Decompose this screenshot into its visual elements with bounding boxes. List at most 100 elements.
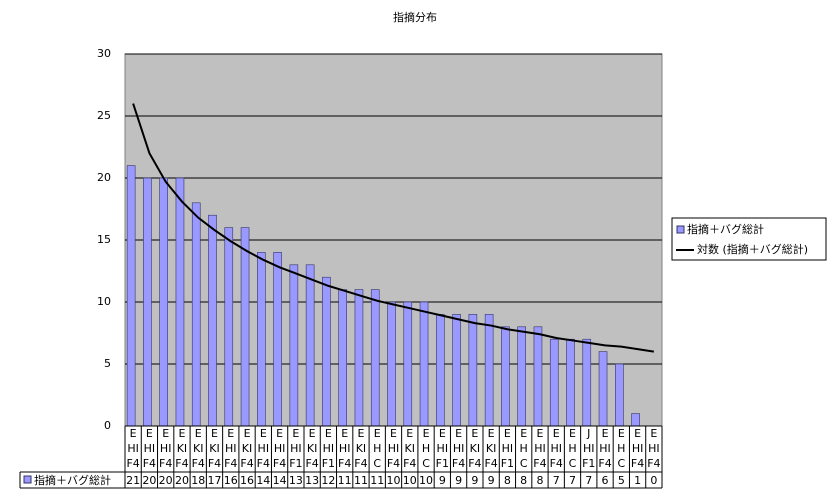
- x-tick-label: F4: [647, 457, 660, 470]
- x-tick-label: F4: [533, 457, 546, 470]
- bar: [175, 177, 185, 427]
- x-tick-label: KI: [486, 442, 496, 455]
- x-tick-label: F1: [289, 457, 302, 470]
- x-tick-label: E: [618, 427, 625, 440]
- legend: [671, 217, 827, 261]
- x-tick-label: HI: [323, 442, 335, 455]
- legend-label: 対数 (指摘＋バグ総計): [697, 242, 808, 256]
- bar: [354, 289, 364, 427]
- table-value: 17: [208, 474, 222, 487]
- table-value: 7: [585, 474, 592, 487]
- x-tick-label: HI: [388, 442, 400, 455]
- table-value: 20: [175, 474, 189, 487]
- x-tick-label: F4: [273, 457, 286, 470]
- x-tick-label: C: [422, 457, 430, 470]
- x-tick-label: C: [569, 457, 577, 470]
- y-tick-label: 5: [104, 357, 111, 370]
- x-tick-label: HI: [550, 442, 562, 455]
- x-tick-label: HI: [632, 442, 644, 455]
- bar: [566, 338, 575, 427]
- x-tick-label: KI: [209, 442, 219, 455]
- table-value: 18: [191, 474, 205, 487]
- x-tick-label: J: [586, 427, 590, 440]
- x-tick-label: E: [569, 427, 576, 440]
- bar: [338, 289, 347, 427]
- bar: [582, 338, 592, 427]
- bar: [191, 202, 201, 427]
- bar: [403, 301, 413, 427]
- x-tick-label: E: [471, 427, 478, 440]
- x-tick-label: E: [634, 427, 641, 440]
- x-tick-label: F4: [550, 457, 563, 470]
- x-tick-label: KI: [405, 442, 415, 455]
- x-tick-label: HI: [648, 442, 660, 455]
- x-tick-label: F1: [322, 457, 335, 470]
- bar: [257, 252, 266, 427]
- y-tick-label: 25: [97, 109, 111, 122]
- x-tick-label: KI: [242, 442, 252, 455]
- y-tick-label: 15: [97, 233, 111, 246]
- table-value: 16: [240, 474, 254, 487]
- table-value: 14: [273, 474, 287, 487]
- x-tick-label: F4: [338, 457, 351, 470]
- bar: [549, 338, 559, 427]
- x-tick-label: F4: [224, 457, 237, 470]
- bar: [517, 326, 526, 427]
- bar: [273, 252, 282, 427]
- bar: [484, 314, 494, 427]
- bar: [322, 276, 331, 427]
- table-value: 1: [634, 474, 641, 487]
- x-tick-label: F4: [143, 457, 156, 470]
- x-tick-label: E: [130, 427, 137, 440]
- x-tick-label: E: [292, 427, 299, 440]
- table-value: 21: [126, 474, 140, 487]
- bar: [419, 301, 429, 427]
- bar: [289, 264, 299, 427]
- x-tick-label: F1: [582, 457, 595, 470]
- x-tick-label: F4: [484, 457, 497, 470]
- x-tick-label: F4: [598, 457, 611, 470]
- x-tick-label: F4: [305, 457, 318, 470]
- y-tick-label: 0: [104, 419, 111, 432]
- x-tick-label: E: [341, 427, 348, 440]
- x-tick-label: F4: [159, 457, 172, 470]
- x-tick-label: E: [488, 427, 495, 440]
- legend-key: [676, 225, 685, 234]
- bar: [208, 214, 217, 427]
- bar: [631, 413, 640, 427]
- bar: [533, 326, 543, 427]
- x-tick-label: E: [650, 427, 657, 440]
- table-value: 8: [504, 474, 511, 487]
- bar: [305, 264, 315, 427]
- x-tick-label: H: [617, 442, 625, 455]
- bar: [598, 351, 608, 427]
- x-tick-label: F4: [175, 457, 188, 470]
- y-tick-label: 20: [97, 171, 111, 184]
- table-value: 5: [618, 474, 625, 487]
- x-tick-label: E: [504, 427, 511, 440]
- legend-key: [23, 475, 32, 484]
- x-tick-label: KI: [470, 442, 480, 455]
- table-value: 0: [650, 474, 657, 487]
- x-tick-label: HI: [583, 442, 595, 455]
- x-tick-label: E: [244, 427, 251, 440]
- x-tick-label: E: [195, 427, 202, 440]
- table-value: 13: [305, 474, 319, 487]
- y-tick-label: 10: [97, 295, 111, 308]
- x-tick-label: H: [520, 442, 528, 455]
- x-tick-label: F4: [387, 457, 400, 470]
- x-tick-label: E: [602, 427, 609, 440]
- x-tick-label: F4: [403, 457, 416, 470]
- x-tick-label: C: [617, 457, 625, 470]
- table-value: 12: [321, 474, 335, 487]
- legend-label: 指摘＋バグ総計: [687, 222, 764, 236]
- x-tick-label: E: [455, 427, 462, 440]
- x-tick-label: E: [406, 427, 413, 440]
- x-tick-label: E: [309, 427, 316, 440]
- x-tick-label: E: [325, 427, 332, 440]
- x-tick-label: KI: [356, 442, 366, 455]
- x-tick-label: HI: [258, 442, 270, 455]
- bar: [370, 289, 380, 427]
- x-tick-label: F4: [257, 457, 270, 470]
- x-tick-label: E: [520, 427, 527, 440]
